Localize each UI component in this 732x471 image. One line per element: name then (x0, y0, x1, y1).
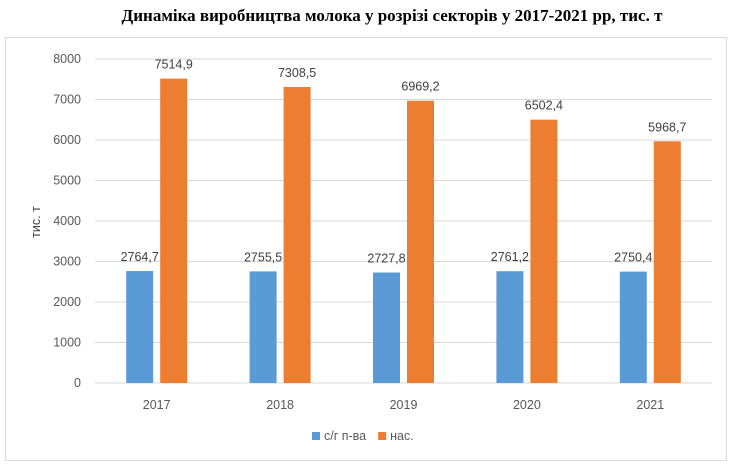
legend-label: нас. (390, 429, 414, 443)
x-tick-label: 2021 (636, 398, 664, 412)
bar-nas-2020 (530, 119, 558, 383)
y-tick-label: 5000 (53, 174, 81, 188)
y-tick-label: 4000 (53, 214, 81, 228)
legend-swatch (312, 432, 320, 440)
x-axis-ticks: 2017 2018 2019 2020 2021 (143, 398, 664, 412)
data-label: 6969,2 (401, 80, 439, 94)
bar-sg-2018 (249, 271, 277, 383)
data-label: 2755,5 (244, 250, 282, 264)
bar-nas-2021 (653, 141, 681, 383)
x-tick-label: 2017 (143, 398, 171, 412)
data-label: 7514,9 (155, 58, 193, 72)
y-tick-label: 1000 (53, 336, 81, 350)
bar-nas-2019 (407, 100, 434, 383)
legend-label: с/г п-ва (324, 429, 366, 443)
y-tick-label: 6000 (53, 133, 81, 147)
y-tick-label: 8000 (53, 52, 81, 66)
bar-sg-2020 (496, 271, 524, 383)
legend: с/г п-ва нас. (312, 429, 414, 443)
y-tick-label: 7000 (53, 93, 81, 107)
y-axis-ticks: 0 1000 2000 3000 4000 5000 6000 7000 8000 (53, 52, 81, 390)
y-tick-label: 3000 (53, 255, 81, 269)
bar-nas-2017 (160, 78, 188, 384)
chart-frame (5, 37, 727, 461)
x-tick-label: 2019 (390, 398, 418, 412)
x-tick-label: 2018 (266, 398, 294, 412)
data-label: 7308,5 (278, 66, 316, 80)
data-label: 2750,4 (614, 251, 652, 265)
data-label: 5968,7 (648, 120, 686, 134)
y-tick-label: 2000 (53, 295, 81, 309)
bar-nas-2018 (283, 87, 311, 384)
legend-swatch (378, 432, 387, 440)
y-axis-label: тис. т (29, 206, 43, 238)
chart-title: Динаміка виробництва молока у розрізі се… (121, 6, 663, 25)
bar-sg-2019 (373, 272, 400, 383)
data-label: 6502,4 (525, 99, 563, 113)
data-label: 2764,7 (121, 250, 159, 264)
y-tick-label: 0 (74, 376, 81, 390)
bar-sg-2017 (126, 271, 154, 383)
bars: 2764,7 7514,9 2755,5 7308,5 2727,8 6969,2 2761… (121, 58, 686, 384)
gridlines (95, 58, 712, 384)
data-label: 2727,8 (367, 252, 405, 266)
x-tick-label: 2020 (513, 398, 541, 412)
data-label: 2761,2 (491, 250, 529, 264)
bar-sg-2021 (619, 271, 647, 383)
